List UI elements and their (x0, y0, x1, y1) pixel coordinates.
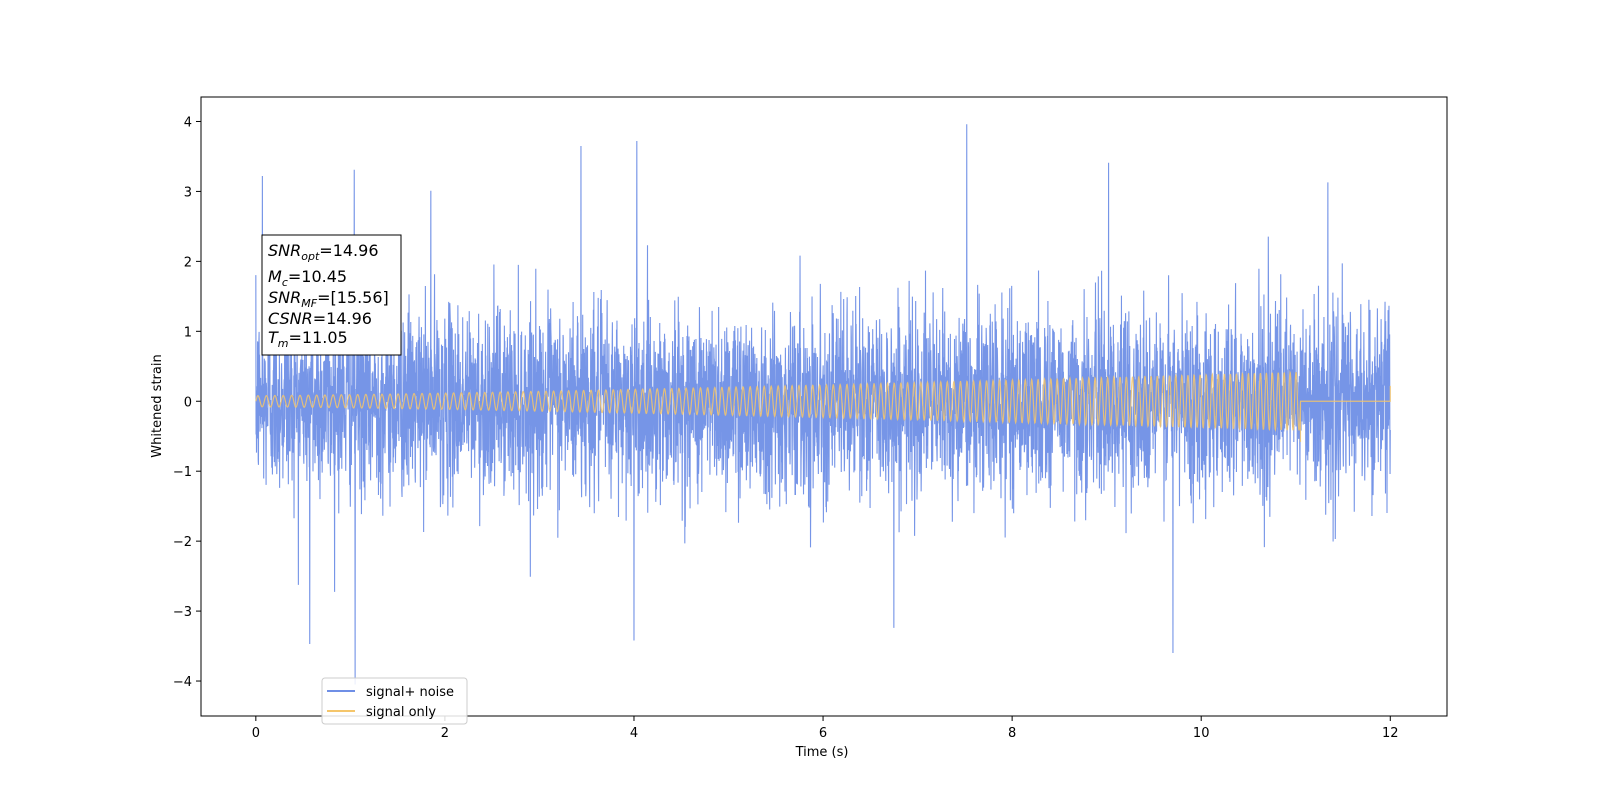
legend-frame (321, 677, 468, 725)
annotation-line: Tm=11.05 (268, 328, 348, 350)
stats-annotation-box: SNRopt=14.96 Mc=10.45SNRMF=[15.56]CSNR=14… (261, 234, 402, 356)
x-axis-label: Time (s) (795, 745, 849, 760)
y-axis: −4 −3 −2 −1 0 1 2 3 4 (173, 115, 201, 690)
y-tick-label: −2 (173, 535, 192, 550)
y-tick-label: 0 (184, 395, 192, 410)
y-tick-label: −1 (173, 465, 192, 480)
y-tick-label: −4 (173, 675, 192, 690)
y-tick-label: 3 (184, 185, 192, 200)
series-signal-only (255, 370, 1391, 442)
x-tick-label: 8 (1008, 726, 1016, 741)
x-tick-label: 6 (819, 726, 827, 741)
x-tick-label: 10 (1193, 726, 1210, 741)
plot-area (200, 96, 1448, 717)
annotation-line: CSNR=14.96 (268, 309, 372, 328)
y-tick-label: 2 (184, 255, 192, 270)
y-tick-label: −3 (173, 605, 192, 620)
y-tick-label: 4 (184, 115, 192, 130)
x-tick-label: 0 (252, 726, 260, 741)
annotation-line: SNRMF=[15.56] (268, 288, 389, 310)
x-tick-label: 2 (441, 726, 449, 741)
y-tick-label: 1 (184, 325, 192, 340)
legend-label: signal only (366, 705, 436, 720)
annotation-frame (261, 234, 402, 356)
y-axis-label: Whitened strain (150, 354, 165, 457)
x-tick-label: 12 (1382, 726, 1399, 741)
annotation-line: Mc=10.45 (268, 267, 347, 289)
x-tick-label: 4 (630, 726, 638, 741)
legend: signal+ noise signal only (321, 677, 468, 725)
legend-label: signal+ noise (366, 685, 454, 700)
annotation-line: SNRopt=14.96 (268, 241, 379, 263)
signal-only-line (255, 370, 1391, 442)
